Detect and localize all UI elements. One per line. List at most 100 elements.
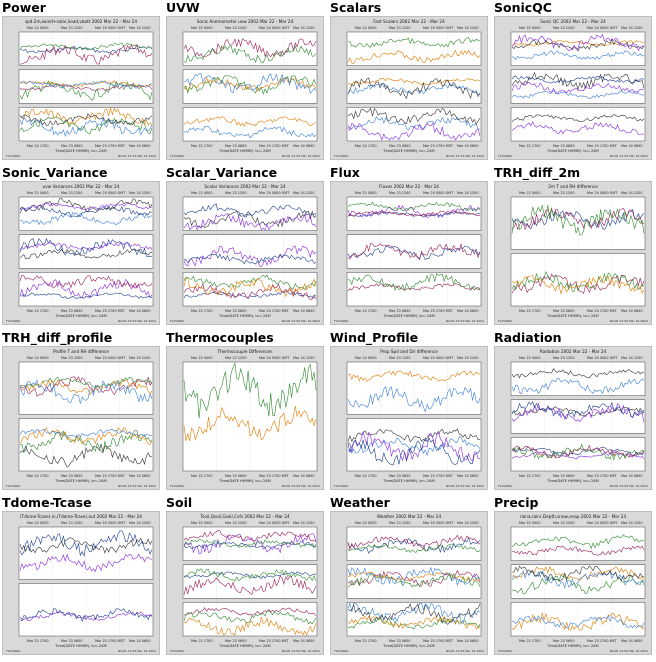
axis-tick-label: Mar 24 0600 [293,309,315,313]
axis-tick-label: Mar 22 1700 [355,639,377,643]
footer-right: NCAR 13:59 Mar 24 2002 [446,154,484,158]
plot-image: uvw Variances 2002 Mar 22 - Mar 24 Mar 22… [6,184,156,323]
axis-tick-label: Mar 23 1200 [61,356,83,360]
plot-thumbnail-tdome-tcase[interactable]: (Tdome-Tcase).in,(Tdome-Tcase).out 2002 … [2,511,160,655]
axis-tick-label: Mar 23 1700 MST [423,474,454,478]
axis-tick-label: Mar 23 0600 [225,309,247,313]
plot-thumbnail-uvw[interactable]: Sonic Anemometer uvw 2002 Mar 22 - Mar 2… [166,16,324,160]
plot-image: Sonic Anemometer uvw 2002 Mar 22 - Mar 2… [170,19,320,158]
plot-link-power[interactable]: Power [2,0,46,15]
plot-cell-thermocouples: Thermocouples Thermocouple Differences Mar… [164,330,328,495]
axis-tick-label: Mar 23 0600 [553,474,575,478]
axis-xlabel: Time(DATE HHMM), tz=-24M [54,644,106,648]
axis-tick-label: Mar 22 0000 [519,356,541,360]
plot-link-scalar-variance[interactable]: Scalar_Variance [166,165,278,180]
plot-link-weather[interactable]: Weather [330,495,390,510]
axis-tick-label: Mar 23 1200 [389,356,411,360]
footer-left: FLXQRRQ [334,649,349,653]
axis-tick-label: Mar 24 0600 [129,309,151,313]
plot-cell-flux: Flux Fluxes 2002 Mar 22 - Mar 24 Mar 22 00… [328,165,492,330]
axis-xlabel: Time(DATE HHMM), tz=-24M [382,149,434,153]
plot-link-thermocouples[interactable]: Thermocouples [166,330,274,345]
plot-link-flux[interactable]: Flux [330,165,360,180]
plot-link-precip[interactable]: Precip [494,495,539,510]
axis-tick-label: Mar 24 0000 GMT [259,26,290,30]
axis-tick-label: Mar 24 1200 [457,191,479,195]
axis-xlabel: Time(DATE HHMM), tz=-24M [382,479,434,483]
plot-link-sonicqc[interactable]: SonicQC [494,0,552,15]
axis-tick-label: Mar 23 0600 [553,639,575,643]
plot-thumbnail-radiation[interactable]: Radiation 2002 Mar 22 - Mar 24 Mar 22 000… [494,346,652,490]
plot-link-radiation[interactable]: Radiation [494,330,562,345]
axis-tick-label: Mar 23 1200 [225,191,247,195]
axis-tick-label: Mar 24 0000 GMT [423,356,454,360]
footer-left: FLXQRRQ [170,649,185,653]
axis-tick-label: Mar 24 0600 [129,639,151,643]
axis-tick-label: Mar 22 1700 [27,474,49,478]
plot-thumbnail-trh-diff-2m[interactable]: 2m T and RH difference Mar 22 0000 Mar 23 … [494,181,652,325]
plot-thumbnail-scalar-variance[interactable]: Scalar Variances 2002 Mar 22 - Mar 24 Mar… [166,181,324,325]
plot-link-scalars[interactable]: Scalars [330,0,382,15]
plot-thumbnail-scalars[interactable]: Fast Scalars 2002 Mar 22 - Mar 24 Mar 22 … [330,16,488,160]
axis-tick-label: Mar 23 1200 [61,26,83,30]
footer-right: NCAR 13:59 Mar 24 2002 [118,649,156,653]
plot-cell-tdome-tcase: Tdome-Tcase (Tdome-Tcase).in,(Tdome-Tcase… [0,495,164,660]
plot-subtitle: spd.2m,iwind+solar,iload,vbatt 2002 Mar … [25,19,137,24]
footer-right: NCAR 13:59 Mar 24 2002 [282,319,320,323]
plot-image: Tsoil,Qsoil,Gsoil,Cvfs 2002 Mar 22 - Mar… [170,514,320,653]
plot-link-sonic-variance[interactable]: Sonic_Variance [2,165,108,180]
plot-thumbnail-flux[interactable]: Fluxes 2002 Mar 22 - Mar 24 Mar 22 0000 Ma… [330,181,488,325]
axis-tick-label: Mar 24 0000 GMT [259,521,290,525]
axis-tick-label: Mar 24 1200 [457,356,479,360]
plot-thumbnail-wind-profile[interactable]: Prop Spd and Dir difference Mar 22 0000 Ma… [330,346,488,490]
axis-tick-label: Mar 24 1200 [293,26,315,30]
plot-link-trh-diff-profile[interactable]: TRH_diff_profile [2,330,113,345]
axis-tick-label: Mar 23 0600 [61,474,83,478]
plot-link-tdome-tcase[interactable]: Tdome-Tcase [2,495,92,510]
plot-cell-trh-diff-2m: TRH_diff_2m 2m T and RH difference Mar 22 … [492,165,656,330]
axis-tick-label: Mar 23 0600 [225,639,247,643]
plot-cell-wind-profile: Wind_Profile Prop Spd and Dir difference M… [328,330,492,495]
plot-subtitle: Tsoil,Qsoil,Gsoil,Cvfs 2002 Mar 22 - Mar… [199,514,290,519]
axis-tick-label: Mar 24 1200 [129,191,151,195]
plot-thumbnail-weather[interactable]: Weather 2002 Mar 22 - Mar 24 Mar 22 0000 M… [330,511,488,655]
plot-thumbnail-sonicqc[interactable]: Sonic QC 2002 Mar 22 - Mar 24 Mar 22 0000… [494,16,652,160]
axis-tick-label: Mar 24 0600 [457,309,479,313]
footer-right: NCAR 13:59 Mar 24 2002 [282,154,320,158]
axis-tick-label: Mar 24 0000 GMT [423,191,454,195]
footer-left: FLXQRRQ [170,319,185,323]
axis-tick-label: Mar 24 0600 [293,639,315,643]
axis-tick-label: Mar 24 1200 [457,521,479,525]
footer-right: NCAR 13:59 Mar 24 2002 [118,484,156,488]
plot-link-soil[interactable]: Soil [166,495,193,510]
axis-tick-label: Mar 24 0600 [293,474,315,478]
plot-thumbnail-power[interactable]: spd.2m,iwind+solar,iload,vbatt 2002 Mar … [2,16,160,160]
plot-thumbnail-trh-diff-profile[interactable]: Profile T and RH difference Mar 22 0000 Ma… [2,346,160,490]
axis-tick-label: Mar 22 0000 [27,26,49,30]
axis-tick-label: Mar 24 0000 GMT [587,356,618,360]
axis-tick-label: Mar 22 0000 [519,26,541,30]
plot-link-wind-profile[interactable]: Wind_Profile [330,330,419,345]
axis-xlabel: Time(DATE HHMM), tz=-24M [218,314,270,318]
axis-tick-label: Mar 23 1200 [553,26,575,30]
plot-thumbnail-soil[interactable]: Tsoil,Qsoil,Gsoil,Cvfs 2002 Mar 22 - Mar… [166,511,324,655]
axis-tick-label: Mar 22 0000 [27,356,49,360]
axis-tick-label: Mar 22 0000 [27,191,49,195]
plot-link-trh-diff-2m[interactable]: TRH_diff_2m [494,165,581,180]
plot-thumbnail-precip[interactable]: raina,rainr,Depth,snow,evap 2002 Mar 22 … [494,511,652,655]
footer-left: FLXQRRQ [498,319,513,323]
plot-subtitle: Fast Scalars 2002 Mar 22 - Mar 24 [373,19,445,24]
plot-thumbnail-sonic-variance[interactable]: uvw Variances 2002 Mar 22 - Mar 24 Mar 22… [2,181,160,325]
axis-tick-label: Mar 23 1700 MST [587,309,618,313]
plot-link-uvw[interactable]: UVW [166,0,200,15]
footer-left: FLXQRRQ [498,154,513,158]
footer-right: NCAR 13:59 Mar 24 2002 [610,154,648,158]
axis-tick-label: Mar 24 1200 [621,521,643,525]
axis-xlabel: Time(DATE HHMM), tz=-24M [54,149,106,153]
plot-thumbnail-thermocouples[interactable]: Thermocouple Differences Mar 22 0000 Mar 2… [166,346,324,490]
footer-left: FLXQRRQ [498,649,513,653]
axis-tick-label: Mar 24 0000 GMT [259,356,290,360]
footer-right: NCAR 13:59 Mar 24 2002 [610,484,648,488]
